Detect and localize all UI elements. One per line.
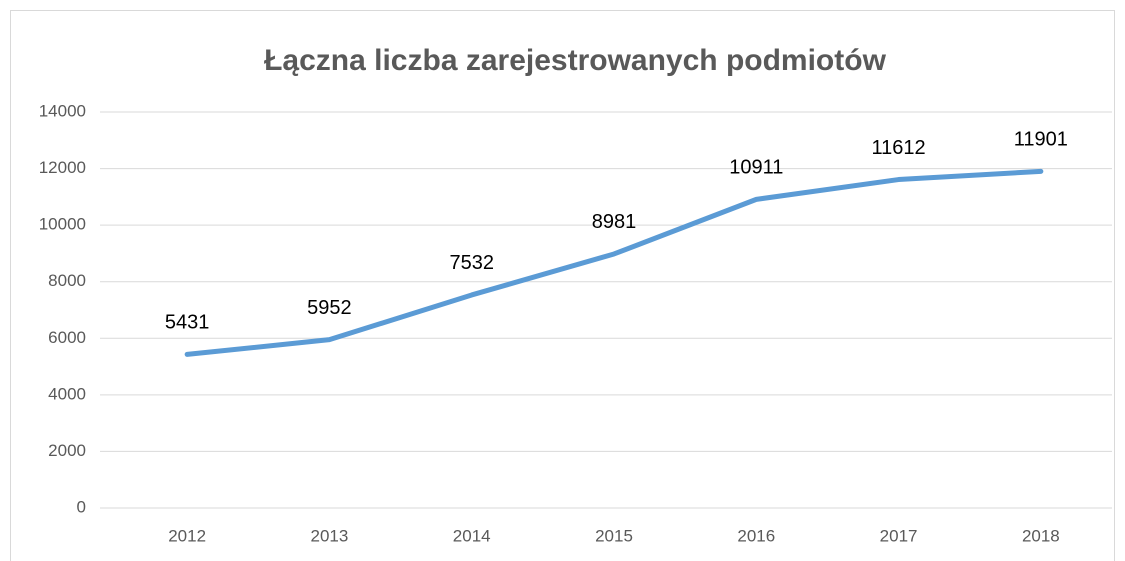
y-tick-label: 4000 — [48, 384, 86, 403]
y-tick-label: 12000 — [39, 158, 86, 177]
y-tick-label: 14000 — [39, 101, 86, 120]
y-tick-label: 0 — [77, 497, 86, 516]
data-label: 11612 — [872, 137, 926, 159]
y-tick-label: 10000 — [39, 215, 86, 234]
y-tick-label: 2000 — [48, 441, 86, 460]
x-tick-label: 2016 — [737, 526, 775, 545]
data-label: 10911 — [729, 157, 783, 179]
x-tick-label: 2018 — [1022, 526, 1060, 545]
y-tick-label: 6000 — [48, 328, 86, 347]
data-label: 7532 — [449, 252, 494, 274]
data-line — [184, 168, 1044, 357]
x-tick-label: 2014 — [453, 526, 491, 545]
x-tick-label: 2017 — [880, 526, 918, 545]
x-tick-label: 2013 — [311, 526, 349, 545]
chart-border — [10, 10, 1115, 561]
data-label: 11901 — [1014, 129, 1068, 151]
x-tick-label: 2012 — [168, 526, 206, 545]
data-label: 8981 — [592, 211, 637, 233]
data-label: 5952 — [307, 297, 352, 319]
chart-title: Łączna liczba zarejestrowanych podmiotów — [264, 44, 886, 77]
y-tick-label: 8000 — [48, 271, 86, 290]
x-tick-label: 2015 — [595, 526, 633, 545]
data-label: 5431 — [165, 312, 210, 334]
